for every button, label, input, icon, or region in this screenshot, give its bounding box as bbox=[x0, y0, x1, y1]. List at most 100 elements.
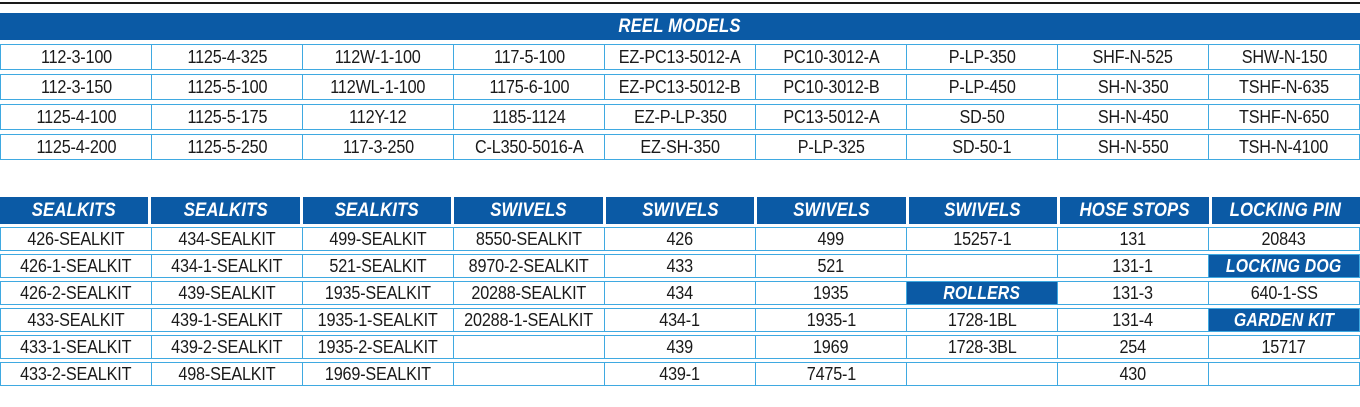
reel-models-rows: 112-3-100 1125-4-325 112W-1-100 117-5-100 EZ… bbox=[0, 44, 1360, 160]
part-cell: 8970-2-SEALKIT bbox=[453, 255, 604, 277]
cell-text: LOCKING DOG bbox=[1226, 255, 1342, 276]
cell-text: 499 bbox=[817, 228, 845, 249]
cell-text: 434 bbox=[666, 282, 694, 303]
part-cell: 430 bbox=[1057, 363, 1208, 385]
column-header-cell: HOSE STOPS bbox=[1060, 197, 1209, 224]
reel-model-cell: P-LP-450 bbox=[906, 75, 1057, 99]
cell-text: 112-3-150 bbox=[40, 76, 112, 97]
section-label-cell: ROLLERS bbox=[906, 282, 1057, 304]
part-cell-empty bbox=[906, 363, 1057, 385]
part-cell: 1728-3BL bbox=[906, 336, 1057, 358]
part-cell: 20843 bbox=[1208, 228, 1359, 250]
part-cell: 439-1 bbox=[604, 363, 755, 385]
cell-text: PC13-5012-A bbox=[782, 106, 880, 127]
reel-model-cell: SD-50 bbox=[906, 105, 1057, 129]
cell-text: SD-50 bbox=[959, 106, 1005, 127]
table-row: 433-1-SEALKIT 439-2-SEALKIT 1935-2-SEALKIT… bbox=[0, 335, 1360, 359]
column-header-cell: SWIVELS bbox=[605, 197, 755, 224]
cell-text: 1125-5-250 bbox=[187, 136, 267, 157]
reel-model-cell: SHW-N-150 bbox=[1208, 45, 1359, 69]
cell-text: 499-SEALKIT bbox=[329, 228, 427, 249]
reel-model-cell: PC10-3012-B bbox=[755, 75, 906, 99]
table-row: 1125-4-200 1125-5-250 117-3-250 C-L350-5016… bbox=[0, 134, 1360, 160]
reel-model-cell: 1125-4-200 bbox=[1, 135, 151, 159]
cell-text: 117-5-100 bbox=[493, 46, 565, 67]
part-cell: 20288-SEALKIT bbox=[453, 282, 604, 304]
part-cell: 131 bbox=[1057, 228, 1208, 250]
table-row: 1125-4-100 1125-5-175 112Y-12 1185-1124 EZ-P… bbox=[0, 104, 1360, 130]
part-cell: 434-1 bbox=[604, 309, 755, 331]
part-cell: 7475-1 bbox=[755, 363, 906, 385]
part-cell-empty bbox=[906, 255, 1057, 277]
reel-model-cell: C-L350-5016-A bbox=[453, 135, 604, 159]
table-row: 426-1-SEALKIT 434-1-SEALKIT 521-SEALKIT 897… bbox=[0, 254, 1360, 278]
cell-text: PC10-3012-A bbox=[782, 46, 880, 67]
part-cell: 1969 bbox=[755, 336, 906, 358]
cell-text: PC10-3012-B bbox=[782, 76, 880, 97]
cell-text: 1125-4-325 bbox=[187, 46, 267, 67]
part-cell: 426-1-SEALKIT bbox=[1, 255, 151, 277]
cell-text: 1935-1 bbox=[806, 309, 856, 330]
part-cell: 426 bbox=[604, 228, 755, 250]
part-cell: 15257-1 bbox=[906, 228, 1057, 250]
column-header-cell: SWIVELS bbox=[454, 197, 603, 224]
column-header-cell: SEALKITS bbox=[302, 197, 452, 224]
part-cell: 1935-1-SEALKIT bbox=[302, 309, 453, 331]
cell-text: 1728-3BL bbox=[947, 336, 1017, 357]
cell-text: 117-3-250 bbox=[342, 136, 414, 157]
part-cell: 20288-1-SEALKIT bbox=[453, 309, 604, 331]
top-divider-rule bbox=[0, 2, 1360, 4]
cell-text: SHW-N-150 bbox=[1241, 46, 1327, 67]
part-cell: 1728-1BL bbox=[906, 309, 1057, 331]
cell-text: 433-SEALKIT bbox=[27, 309, 125, 330]
cell-text: 434-SEALKIT bbox=[178, 228, 276, 249]
column-header-cell: SEALKITS bbox=[151, 197, 300, 224]
part-cell: 1935-1 bbox=[755, 309, 906, 331]
part-cell: 433-SEALKIT bbox=[1, 309, 151, 331]
cell-text: 20843 bbox=[1261, 228, 1307, 249]
reel-model-cell: SHF-N-525 bbox=[1057, 45, 1208, 69]
cell-text: 426 bbox=[666, 228, 694, 249]
cell-text: 1935-1-SEALKIT bbox=[318, 309, 438, 330]
reel-model-cell: 112Y-12 bbox=[302, 105, 453, 129]
cell-text: SHF-N-525 bbox=[1092, 46, 1174, 67]
column-header-label: SEALKITS bbox=[335, 199, 420, 221]
cell-text: 521 bbox=[817, 255, 845, 276]
cell-text: 112-3-100 bbox=[40, 46, 112, 67]
part-cell: 499-SEALKIT bbox=[302, 228, 453, 250]
reel-model-cell: SH-N-550 bbox=[1057, 135, 1208, 159]
cell-text: 434-1 bbox=[659, 309, 701, 330]
cell-text: 439-2-SEALKIT bbox=[171, 336, 283, 357]
reel-models-table: REEL MODELS 112-3-100 1125-4-325 112W-1-10… bbox=[0, 13, 1360, 164]
cell-text: TSHF-N-650 bbox=[1238, 106, 1329, 127]
reel-model-cell: 117-3-250 bbox=[302, 135, 453, 159]
reel-model-cell: TSH-N-4100 bbox=[1208, 135, 1359, 159]
cell-text: 20288-1-SEALKIT bbox=[464, 309, 594, 330]
part-cell: 434-1-SEALKIT bbox=[151, 255, 302, 277]
reel-models-title: REEL MODELS bbox=[618, 15, 742, 37]
reel-model-cell: EZ-SH-350 bbox=[604, 135, 755, 159]
part-cell: 439 bbox=[604, 336, 755, 358]
cell-text: P-LP-350 bbox=[948, 46, 1016, 67]
reel-models-title-bar: REEL MODELS bbox=[0, 13, 1360, 40]
part-cell: 8550-SEALKIT bbox=[453, 228, 604, 250]
part-cell: 1969-SEALKIT bbox=[302, 363, 453, 385]
cell-text: 1125-4-200 bbox=[36, 136, 116, 157]
column-header-label: SEALKITS bbox=[32, 199, 117, 221]
reel-model-cell: EZ-PC13-5012-B bbox=[604, 75, 755, 99]
column-header-cell: SWIVELS bbox=[908, 197, 1058, 224]
cell-text: 1935-2-SEALKIT bbox=[318, 336, 438, 357]
cell-text: ROLLERS bbox=[943, 282, 1021, 303]
reel-model-cell: EZ-P-LP-350 bbox=[604, 105, 755, 129]
part-cell: 131-1 bbox=[1057, 255, 1208, 277]
part-cell: 640-1-SS bbox=[1208, 282, 1359, 304]
reel-model-cell: SH-N-450 bbox=[1057, 105, 1208, 129]
part-cell: 521-SEALKIT bbox=[302, 255, 453, 277]
part-cell-empty bbox=[453, 336, 604, 358]
part-cell-empty bbox=[1208, 363, 1359, 385]
cell-text: P-LP-325 bbox=[797, 136, 865, 157]
cell-text: 20288-SEALKIT bbox=[471, 282, 587, 303]
cell-text: 8970-2-SEALKIT bbox=[469, 255, 589, 276]
cell-text: 498-SEALKIT bbox=[178, 363, 276, 384]
part-cell: 426-SEALKIT bbox=[1, 228, 151, 250]
